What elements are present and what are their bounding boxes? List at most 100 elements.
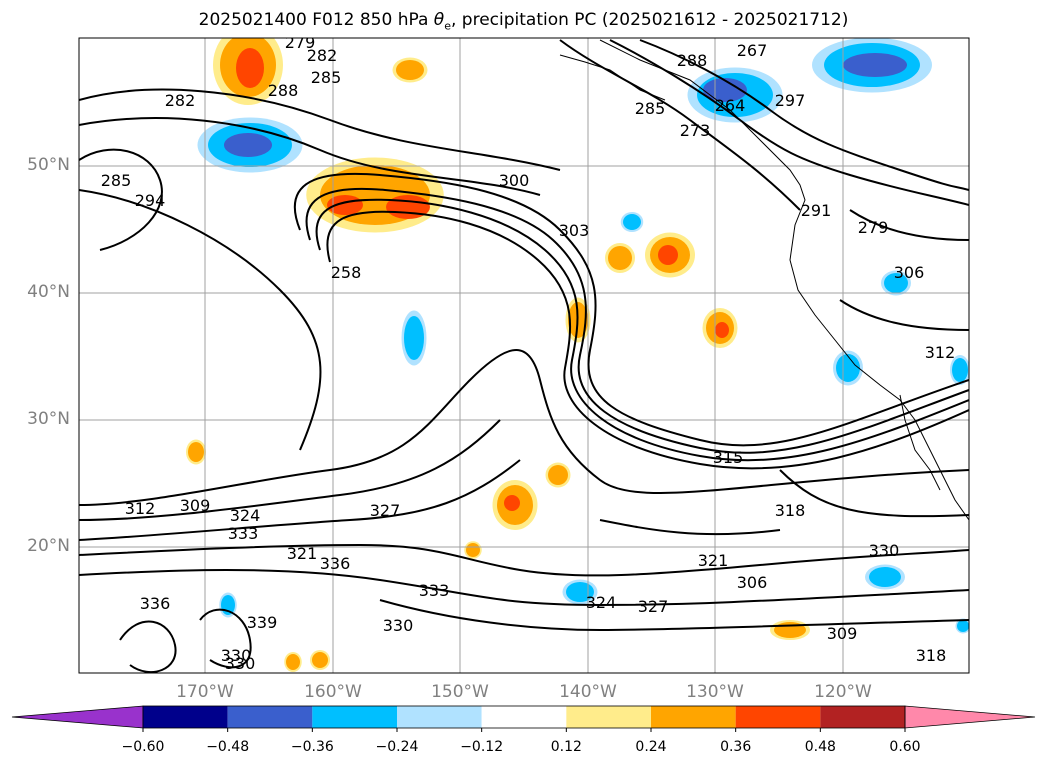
precip-area xyxy=(224,133,272,157)
precip-area xyxy=(327,195,363,215)
lat-label: 50°N xyxy=(27,155,70,175)
colorbar-tick-label: 0.12 xyxy=(550,739,582,755)
lat-label: 40°N xyxy=(27,282,70,302)
contour-label: 336 xyxy=(140,594,171,613)
contour-label: 279 xyxy=(285,33,316,52)
contour-label: 291 xyxy=(801,201,832,220)
theta-e-contours xyxy=(79,39,969,673)
precip-area xyxy=(404,316,424,360)
contour-label: 318 xyxy=(775,501,806,520)
precip-area xyxy=(608,246,632,270)
colorbar-segment xyxy=(143,706,228,728)
precip-area xyxy=(466,543,480,557)
precip-area xyxy=(715,322,729,338)
contour-label: 312 xyxy=(125,499,156,518)
contour-line xyxy=(639,39,969,191)
contour-line xyxy=(839,299,969,331)
contour-label: 297 xyxy=(775,91,806,110)
colorbar-segment xyxy=(227,706,313,728)
contour-line xyxy=(779,469,969,518)
contour-label: 327 xyxy=(370,501,401,520)
contour-line xyxy=(79,569,969,607)
colorbar-tick-label: 0.24 xyxy=(635,739,667,755)
contour-line xyxy=(305,187,969,454)
colorbar-segment xyxy=(820,706,905,728)
colorbar-segment xyxy=(651,706,736,728)
chart-title: 2025021400 F012 850 hPa θe, precipitatio… xyxy=(198,10,849,33)
contour-line xyxy=(79,543,969,577)
contour-label: 330 xyxy=(225,654,256,673)
precip-area xyxy=(286,654,300,670)
colorbar-extend-low xyxy=(11,705,144,729)
precip-area xyxy=(312,652,328,668)
lon-label: 140°W xyxy=(559,682,617,702)
colorbar-segment xyxy=(481,706,567,728)
precip-area xyxy=(869,567,901,587)
colorbar-tick-label: −0.48 xyxy=(206,739,250,755)
contour-label: 279 xyxy=(858,218,889,237)
contour-label: 333 xyxy=(419,581,450,600)
contour-label: 264 xyxy=(715,96,746,115)
contour-line xyxy=(79,117,541,196)
contour-labels: 2792822852882822852943003032582672882852… xyxy=(101,33,956,673)
contour-label: 282 xyxy=(165,91,196,110)
precip-area xyxy=(884,273,908,293)
contour-line xyxy=(199,608,252,669)
colorbar-extend-high xyxy=(904,705,1036,729)
colorbar-frame xyxy=(142,705,906,729)
contour-label: 330 xyxy=(221,646,252,665)
contour-line xyxy=(293,172,969,447)
contour-line xyxy=(599,519,781,536)
colorbar-tick-label: −0.24 xyxy=(375,739,419,755)
contour-label: 321 xyxy=(287,544,318,563)
contour-label: 303 xyxy=(559,221,590,240)
contour-label: 315 xyxy=(713,448,744,467)
contour-label: 285 xyxy=(635,99,666,118)
contour-line xyxy=(79,419,501,521)
contour-label: 318 xyxy=(916,646,947,665)
map-frame xyxy=(78,37,970,674)
contour-line xyxy=(849,209,969,241)
lon-label: 170°W xyxy=(176,682,234,702)
contour-line xyxy=(119,620,177,673)
contour-label: 306 xyxy=(894,263,925,282)
contour-label: 306 xyxy=(737,573,768,592)
contour-line xyxy=(315,198,969,462)
contour-label: 336 xyxy=(320,554,351,573)
lat-label: 20°N xyxy=(27,536,70,556)
precip-area xyxy=(504,495,520,511)
contour-label: 300 xyxy=(499,171,530,190)
lat-label: 30°N xyxy=(27,409,70,429)
contour-line xyxy=(609,39,969,206)
colorbar-tick-label: 0.48 xyxy=(804,739,836,755)
contour-line xyxy=(79,148,163,251)
lon-label: 150°W xyxy=(431,682,489,702)
colorbar-tick-label: 0.60 xyxy=(889,739,921,755)
precip-area xyxy=(957,620,969,632)
precip-area xyxy=(188,442,204,462)
colorbar-segment xyxy=(312,706,397,728)
contour-label: 309 xyxy=(827,624,858,643)
precip-area xyxy=(566,582,594,602)
precip-area xyxy=(386,195,430,219)
contour-line xyxy=(379,599,969,632)
contour-label: 285 xyxy=(101,171,132,190)
lon-label: 130°W xyxy=(686,682,744,702)
contour-label: 267 xyxy=(737,41,768,60)
colorbar-tick-label: −0.12 xyxy=(460,739,504,755)
contour-label: 333 xyxy=(228,524,259,543)
contour-label: 285 xyxy=(311,68,342,87)
contour-line xyxy=(326,210,969,470)
precip-area xyxy=(548,465,568,485)
precip-area xyxy=(396,60,424,80)
baja-coast-path xyxy=(899,394,941,491)
contour-label: 258 xyxy=(331,263,362,282)
precip-area xyxy=(658,245,678,265)
lon-label: 160°W xyxy=(304,682,362,702)
contour-label: 324 xyxy=(586,593,617,612)
lon-label: 120°W xyxy=(814,682,872,702)
contour-label: 288 xyxy=(268,81,299,100)
contour-label: 282 xyxy=(307,46,338,65)
precip-area xyxy=(236,48,264,88)
